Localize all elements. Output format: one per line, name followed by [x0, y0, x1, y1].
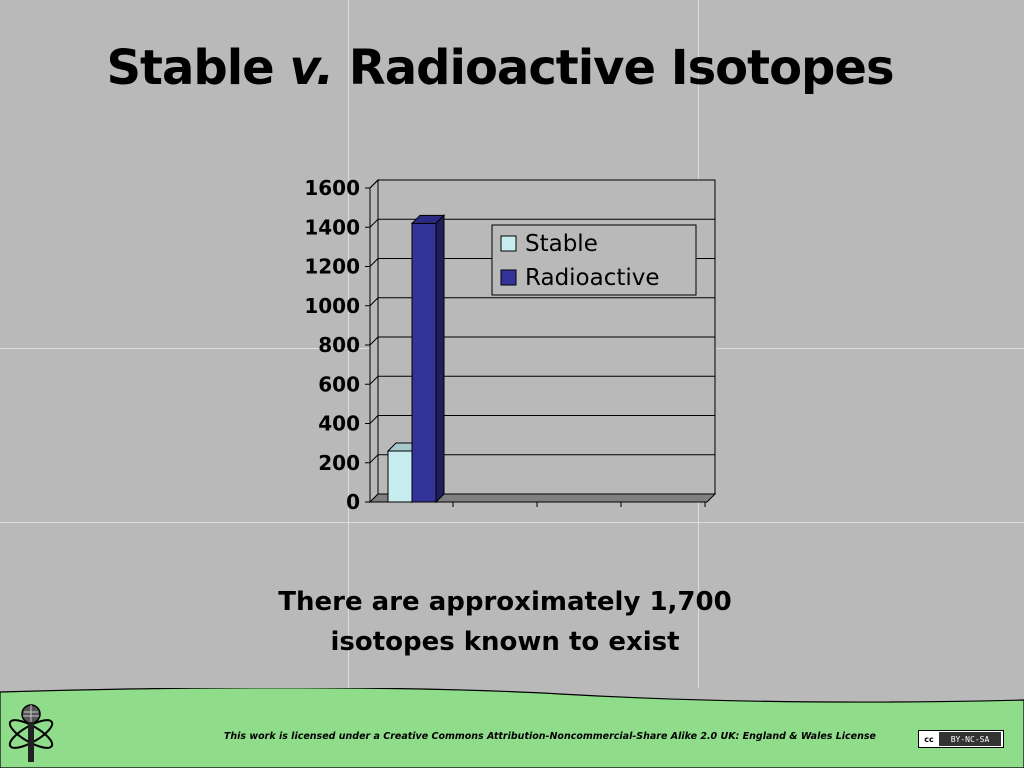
chart-gridline-side: [369, 454, 379, 464]
y-tick-label: 1400: [304, 215, 360, 239]
y-tick-label: 0: [346, 490, 360, 514]
chart-gridline-side: [369, 297, 379, 307]
legend-label-stable: Stable: [525, 231, 598, 257]
title-italic: v.: [289, 40, 334, 96]
background-grid-line: [348, 0, 349, 688]
microphone-atom-icon: [4, 702, 62, 768]
cc-icon: cc: [924, 734, 934, 744]
chart-gridline-side: [369, 375, 379, 385]
legend-swatch-stable: [500, 235, 517, 252]
chart-gridline-side: [369, 415, 379, 424]
bar-radioactive: [411, 222, 437, 503]
legend-label-radioactive: Radioactive: [525, 265, 660, 291]
isotope-bar-chart: 0 200 400 600 800 1000 1200 1400 1600 Stable Radio…: [304, 176, 717, 514]
y-tick-label: 200: [318, 451, 360, 475]
chart-legend: [491, 224, 697, 296]
title-part2: Radioactive Isotopes: [348, 40, 895, 96]
y-tick-label: 800: [318, 333, 360, 357]
title-part1: Stable: [106, 40, 274, 96]
y-tick-label: 1600: [304, 176, 360, 200]
footer: This work is licensed under a Creative C…: [0, 688, 1024, 768]
license-text: This work is licensed under a Creative C…: [223, 731, 876, 742]
cc-badge-text: BY-NC-SA: [939, 732, 1001, 746]
subtitle-line1: There are approximately 1,700: [278, 587, 732, 617]
cc-license-badge[interactable]: cc BY-NC-SA: [918, 730, 1004, 748]
y-tick-label: 400: [318, 412, 360, 436]
legend-swatch-radioactive: [500, 269, 517, 286]
footer-wave: [0, 688, 1024, 768]
y-tick-label: 1000: [304, 294, 360, 318]
chart-gridline-side: [369, 218, 379, 228]
bar-stable: [387, 450, 413, 503]
chart-gridline-side: [369, 336, 379, 346]
chart-gridline-side: [369, 258, 379, 267]
chart-gridline-side: [369, 179, 379, 189]
slide-subtitle: There are approximately 1,700 isotopes k…: [0, 582, 1010, 662]
y-tick-label: 600: [318, 372, 360, 396]
slide-title: Stable v. Radioactive Isotopes: [0, 40, 1000, 96]
y-tick-label: 1200: [304, 255, 360, 279]
subtitle-line2: isotopes known to exist: [330, 627, 680, 657]
background-grid-line: [0, 522, 1024, 523]
bar-side-radioactive: [435, 214, 445, 504]
